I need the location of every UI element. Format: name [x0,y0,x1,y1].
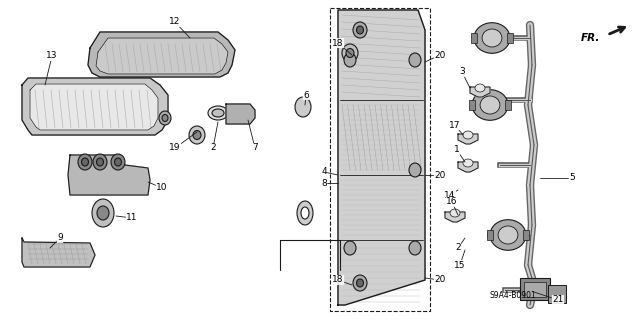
Ellipse shape [301,207,309,219]
Text: 15: 15 [454,261,466,270]
Polygon shape [30,84,158,130]
Text: 13: 13 [46,51,58,61]
Ellipse shape [193,130,201,139]
Ellipse shape [463,131,473,139]
Polygon shape [88,32,235,77]
Bar [548,285,566,303]
Bar [523,230,529,240]
Bar [520,278,550,300]
Text: 2: 2 [210,144,216,152]
Text: 19: 19 [169,144,180,152]
Text: 18: 18 [332,39,344,48]
Text: 21: 21 [552,295,564,305]
Polygon shape [96,38,228,74]
Ellipse shape [78,154,92,170]
Ellipse shape [344,241,356,255]
Ellipse shape [189,126,205,144]
Ellipse shape [92,199,114,227]
Ellipse shape [480,96,500,114]
Ellipse shape [475,84,485,92]
Bar [505,100,511,110]
Ellipse shape [297,201,313,225]
Text: 1: 1 [454,145,460,154]
Polygon shape [458,162,478,172]
Ellipse shape [212,109,224,117]
Text: 20: 20 [435,276,445,285]
Ellipse shape [346,48,354,57]
Ellipse shape [295,97,311,117]
Ellipse shape [450,209,460,217]
Polygon shape [470,87,490,97]
Ellipse shape [356,26,364,34]
Ellipse shape [344,53,356,67]
Ellipse shape [409,163,421,177]
Bar [471,33,477,43]
Text: 18: 18 [332,276,344,285]
Text: 10: 10 [156,183,168,192]
Ellipse shape [409,241,421,255]
Ellipse shape [81,158,88,166]
Ellipse shape [472,90,508,120]
Ellipse shape [97,158,104,166]
Polygon shape [22,238,95,267]
Bar [507,33,513,43]
Ellipse shape [353,22,367,38]
Polygon shape [445,212,465,222]
Text: 2: 2 [455,243,461,253]
Ellipse shape [162,115,168,122]
Polygon shape [22,78,168,135]
Bar [524,282,546,297]
Bar [330,8,430,311]
Ellipse shape [474,23,510,53]
Polygon shape [68,155,150,195]
Ellipse shape [97,206,109,220]
Text: 8: 8 [321,179,327,188]
Polygon shape [226,104,255,124]
Ellipse shape [409,53,421,67]
Ellipse shape [159,111,171,125]
Bar [487,230,493,240]
Ellipse shape [111,154,125,170]
Ellipse shape [498,226,518,244]
Text: 4: 4 [321,167,327,176]
Ellipse shape [342,44,358,62]
Text: 9: 9 [57,234,63,242]
Ellipse shape [356,279,364,287]
Ellipse shape [490,220,526,250]
Ellipse shape [353,275,367,291]
Ellipse shape [115,158,122,166]
Bar [469,100,475,110]
Text: 11: 11 [126,213,138,222]
Text: 20: 20 [435,170,445,180]
Ellipse shape [208,106,228,120]
Text: 14: 14 [444,190,456,199]
Text: 20: 20 [435,50,445,60]
Polygon shape [338,10,425,305]
Text: 7: 7 [252,144,258,152]
Text: 6: 6 [303,91,309,100]
Polygon shape [458,134,478,144]
Ellipse shape [93,154,107,170]
Ellipse shape [463,159,473,167]
Text: 5: 5 [569,174,575,182]
Text: S9A4-B0901: S9A4-B0901 [490,292,537,300]
Text: 17: 17 [449,121,461,130]
Text: 16: 16 [446,197,458,206]
Text: 3: 3 [459,68,465,77]
Text: FR.: FR. [580,33,600,43]
Text: 12: 12 [170,18,180,26]
Ellipse shape [482,29,502,47]
